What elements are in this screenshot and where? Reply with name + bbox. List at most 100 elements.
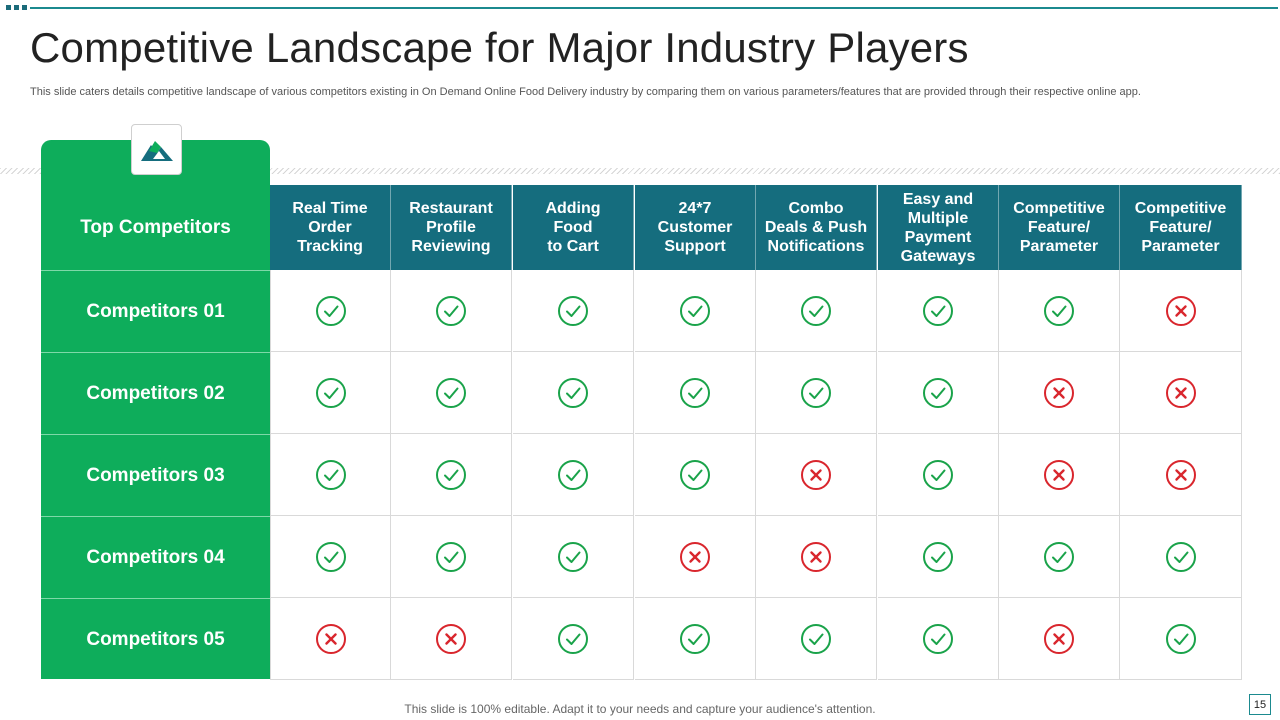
table-cell	[513, 598, 634, 680]
check-icon	[680, 377, 710, 408]
competitor-label: Competitors 02	[41, 352, 270, 434]
check-icon	[680, 459, 710, 490]
table-cell	[391, 598, 512, 680]
check-icon	[923, 541, 953, 572]
column-header-label: Adding Food to Cart	[545, 200, 601, 255]
competitor-label: Competitors 05	[41, 598, 270, 680]
column-header: Competitive Feature/ Parameter	[1120, 185, 1242, 270]
table-cell	[635, 516, 756, 598]
table-cell	[270, 598, 391, 680]
table-cell	[999, 270, 1120, 352]
column-header: Real Time Order Tracking	[270, 185, 391, 270]
check-icon	[680, 623, 710, 654]
table-cell	[270, 434, 391, 516]
check-icon	[923, 623, 953, 654]
top-rule	[30, 7, 1278, 9]
table-cell	[756, 352, 877, 434]
check-icon	[680, 295, 710, 326]
table-cell	[513, 270, 634, 352]
cross-icon	[1165, 459, 1196, 490]
check-icon	[436, 295, 466, 326]
table-cell	[391, 434, 512, 516]
mountain-logo-icon	[140, 140, 173, 161]
column-header-label: Restaurant Profile Reviewing	[409, 200, 493, 255]
column-header-label: 24*7 Customer Support	[657, 200, 733, 255]
table-cell	[1120, 270, 1242, 352]
cross-icon	[1165, 377, 1196, 408]
table-cell	[635, 352, 756, 434]
top-decoration	[6, 5, 27, 10]
check-icon	[558, 377, 588, 408]
competitor-label: Competitors 04	[41, 516, 270, 598]
table-cell	[878, 434, 999, 516]
competitor-label: Competitors 03	[41, 434, 270, 516]
footer-note: This slide is 100% editable. Adapt it to…	[404, 702, 876, 716]
table-cell	[513, 434, 634, 516]
check-icon	[558, 623, 588, 654]
cross-icon	[680, 541, 710, 572]
check-icon	[923, 295, 953, 326]
page-title: Competitive Landscape for Major Industry…	[30, 24, 969, 71]
table-cell	[391, 352, 512, 434]
column-header-label: Competitive Feature/ Parameter	[1013, 200, 1105, 255]
column-header: Adding Food to Cart	[513, 185, 634, 270]
table-cell	[635, 434, 756, 516]
check-icon	[801, 377, 831, 408]
column-header: Combo Deals & Push Notifications	[756, 185, 877, 270]
page-number: 15	[1249, 694, 1271, 715]
table-cell	[270, 270, 391, 352]
table-cell	[270, 516, 391, 598]
table-cell	[756, 598, 877, 680]
logo-badge	[131, 124, 182, 175]
table-cell	[878, 516, 999, 598]
table-cell	[878, 352, 999, 434]
page-subtitle: This slide caters details competitive la…	[30, 86, 1141, 98]
check-icon	[1165, 623, 1196, 654]
cross-icon	[1044, 377, 1074, 408]
cross-icon	[1044, 623, 1074, 654]
check-icon	[436, 459, 466, 490]
table-cell	[270, 352, 391, 434]
column-header-label: Easy and Multiple Payment Gateways	[900, 190, 976, 265]
table-cell	[513, 352, 634, 434]
check-icon	[315, 541, 346, 572]
table-cell	[635, 270, 756, 352]
table-cell	[878, 270, 999, 352]
table-cell	[391, 270, 512, 352]
cross-icon	[801, 541, 831, 572]
table-cell	[1120, 352, 1242, 434]
table-cell	[999, 516, 1120, 598]
cross-icon	[436, 623, 466, 654]
column-header: 24*7 Customer Support	[635, 185, 756, 270]
table-cell	[756, 270, 877, 352]
column-header-label: Real Time Order Tracking	[292, 200, 368, 255]
table-cell	[999, 352, 1120, 434]
column-header: Restaurant Profile Reviewing	[391, 185, 512, 270]
column-header-label: Competitive Feature/ Parameter	[1134, 200, 1227, 255]
check-icon	[558, 295, 588, 326]
table-cell	[513, 516, 634, 598]
column-header-label: Combo Deals & Push Notifications	[764, 200, 868, 255]
corner-header: Top Competitors	[80, 216, 231, 238]
cross-icon	[1165, 295, 1196, 326]
cross-icon	[315, 623, 346, 654]
check-icon	[558, 459, 588, 490]
check-icon	[315, 459, 346, 490]
column-header: Easy and Multiple Payment Gateways	[878, 185, 999, 270]
table-cell	[756, 516, 877, 598]
check-icon	[923, 459, 953, 490]
check-icon	[1044, 295, 1074, 326]
table-cell	[1120, 434, 1242, 516]
check-icon	[436, 377, 466, 408]
table-cell	[999, 434, 1120, 516]
check-icon	[558, 541, 588, 572]
table-cell	[999, 598, 1120, 680]
cross-icon	[801, 459, 831, 490]
check-icon	[436, 541, 466, 572]
table-cell	[878, 598, 999, 680]
cross-icon	[1044, 459, 1074, 490]
check-icon	[801, 623, 831, 654]
competitor-column-panel	[41, 140, 270, 679]
table-cell	[1120, 598, 1242, 680]
check-icon	[1044, 541, 1074, 572]
